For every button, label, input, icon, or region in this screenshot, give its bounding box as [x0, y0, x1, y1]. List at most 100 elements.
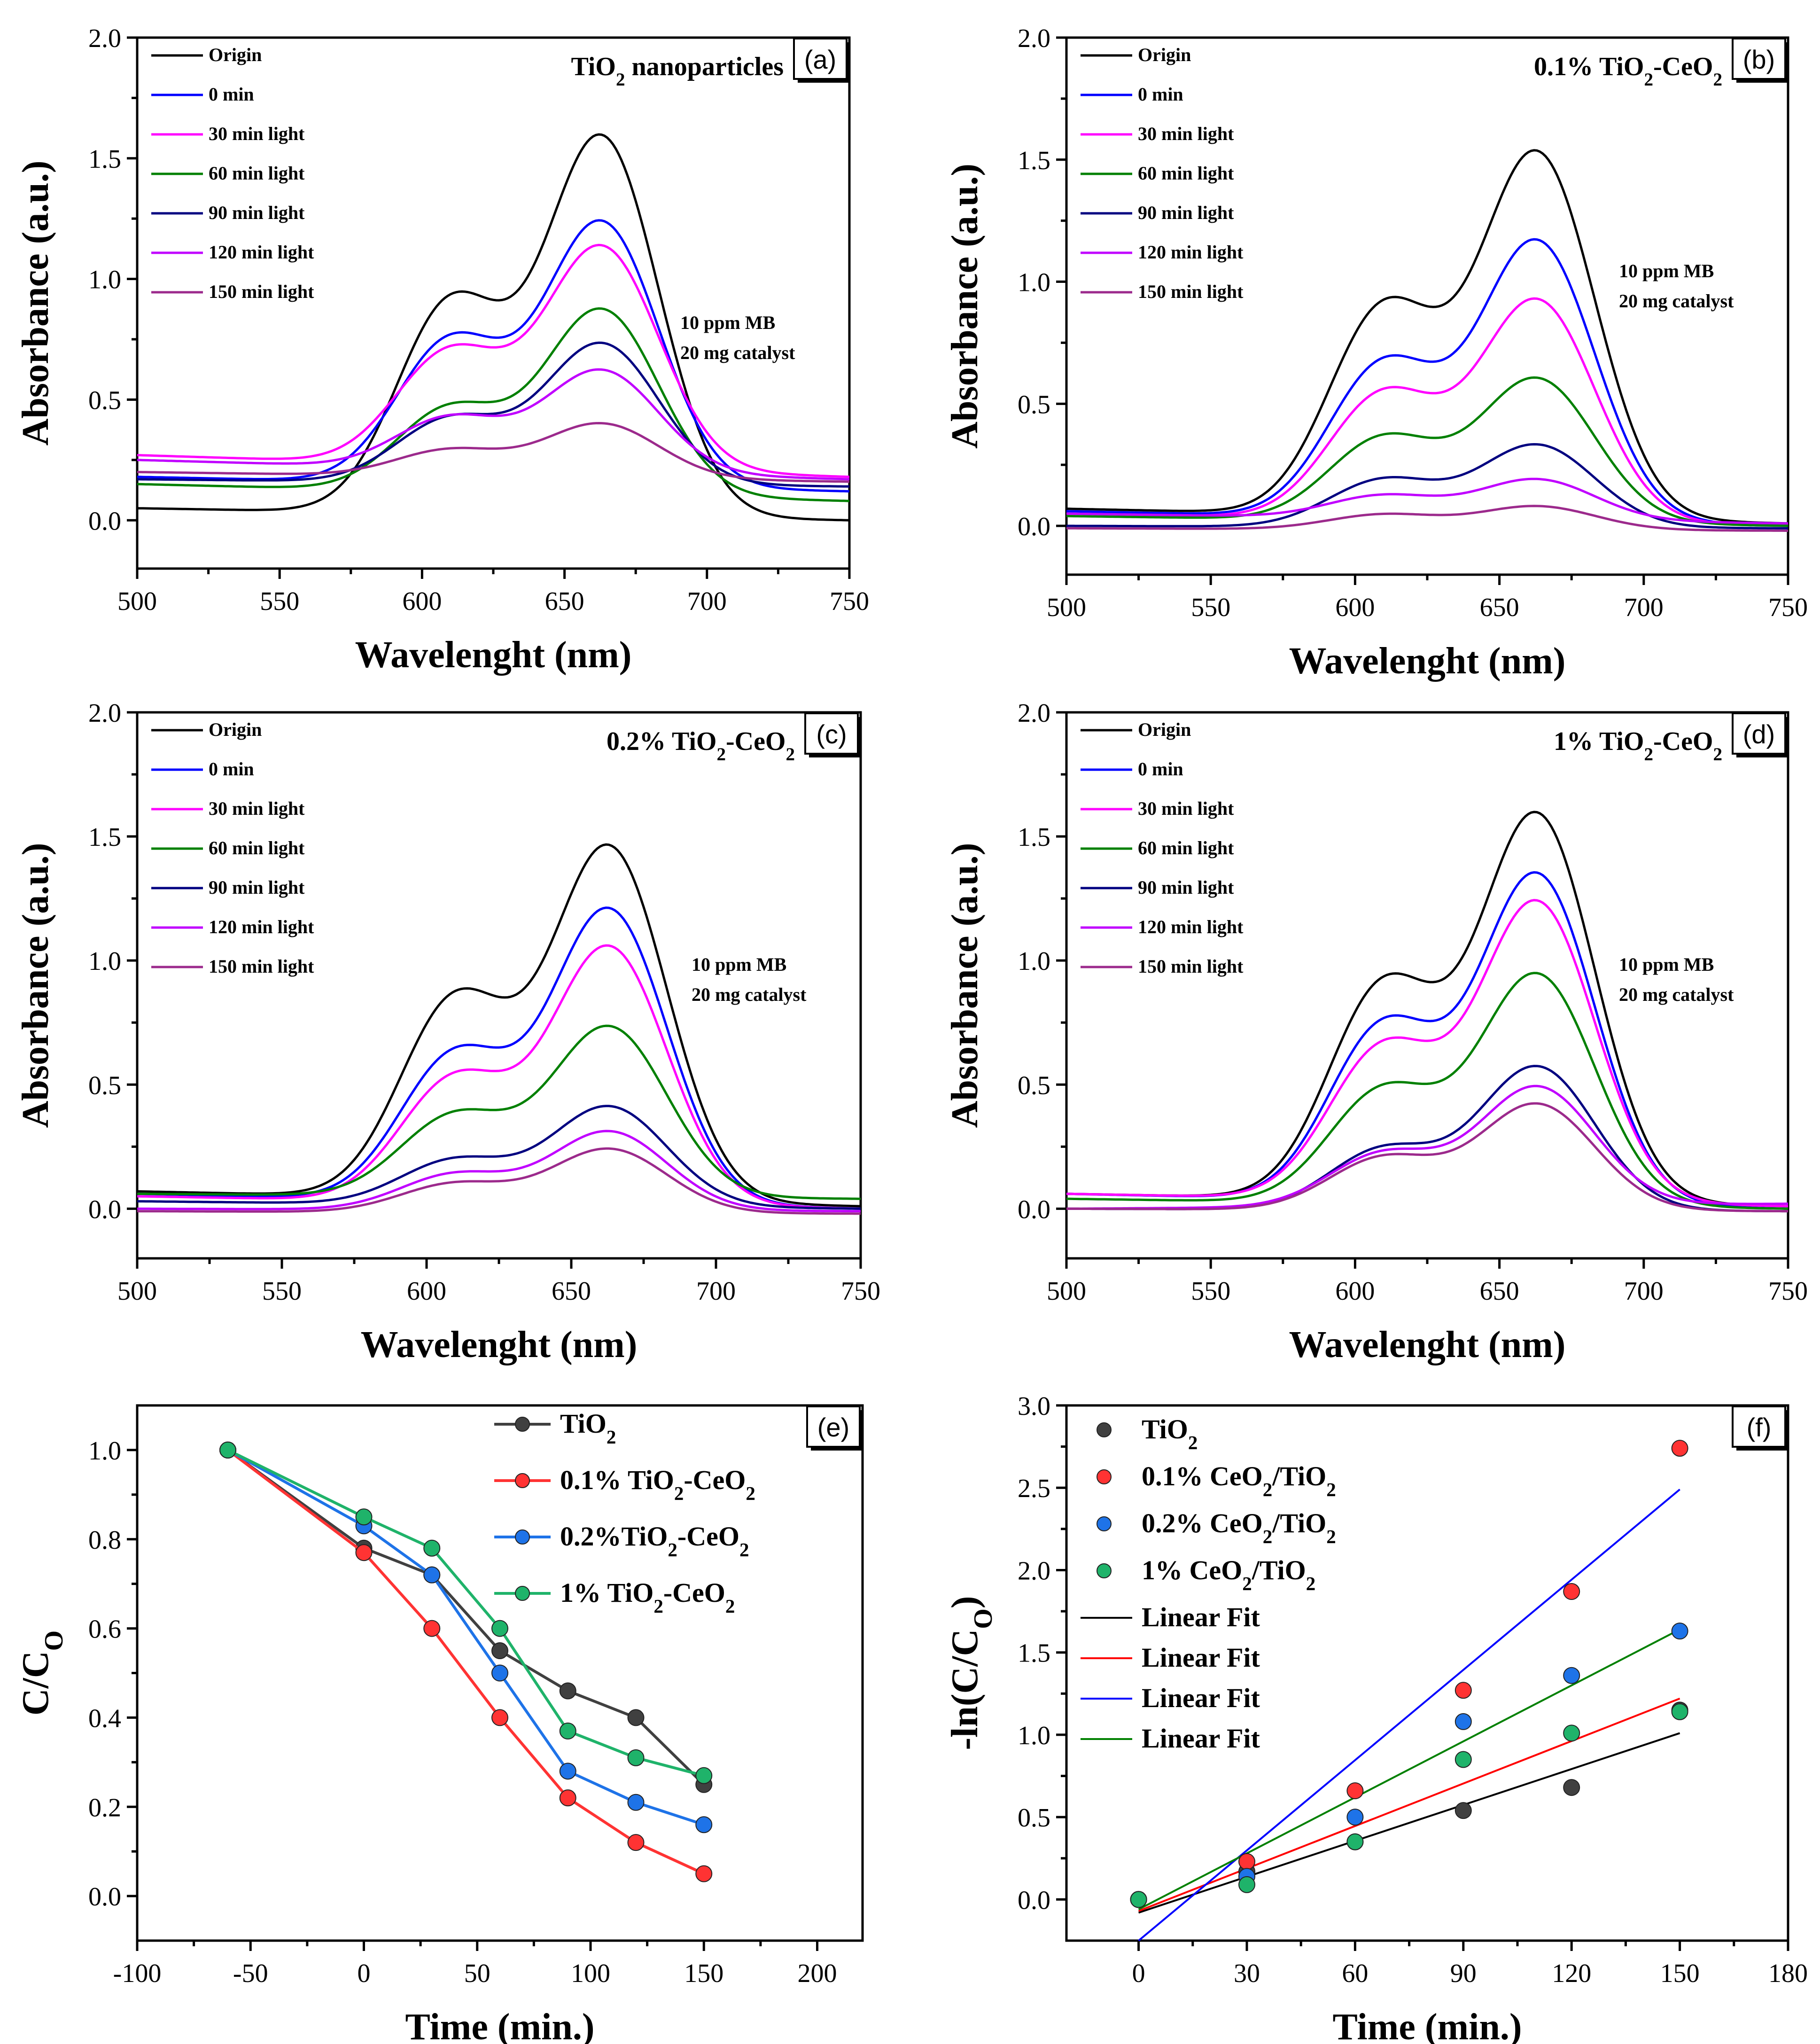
x-tick-label: 550 — [1191, 593, 1230, 622]
subscript: O — [39, 1631, 69, 1651]
annotation-text: 20 mg catalyst — [692, 984, 807, 1005]
data-point — [1563, 1724, 1580, 1742]
subscript: 2 — [1644, 70, 1653, 90]
x-tick-label: 650 — [1480, 1277, 1519, 1306]
legend-label: 0 min — [1138, 84, 1183, 105]
y-axis-title: C/CO — [15, 1631, 69, 1716]
text-part: TiO — [560, 1408, 607, 1439]
annotation-text: 20 mg catalyst — [680, 342, 795, 363]
spectrum-line-4 — [1066, 443, 1788, 530]
panel-letter: (c) — [816, 719, 847, 749]
text-part: -CeO — [1653, 52, 1713, 81]
y-tick-label: 1.0 — [1018, 947, 1050, 976]
text-part: Absorbance (a.u.) — [944, 164, 986, 449]
text-part: 0.2% TiO — [607, 727, 716, 756]
legend-label: 30 min light — [209, 798, 305, 819]
y-tick-label: 0.4 — [88, 1704, 121, 1733]
spectrum-line-1 — [137, 906, 861, 1210]
fit-line-3 — [1138, 1628, 1680, 1911]
subscript: 2 — [674, 1482, 684, 1504]
legend-label: 150 min light — [209, 281, 314, 302]
spectrum-line-6 — [1066, 1102, 1788, 1213]
data-point — [1130, 1891, 1147, 1908]
spectrum-line-6 — [137, 1147, 861, 1215]
panel-title: 0.1% TiO2-CeO2 — [1534, 52, 1722, 90]
legend-label: 120 min light — [209, 242, 314, 263]
subscript: 2 — [1644, 744, 1653, 765]
data-point — [559, 1789, 576, 1807]
x-tick-label: 550 — [262, 1277, 302, 1306]
panel-letter: (e) — [817, 1412, 849, 1442]
y-tick-label: 0.0 — [88, 507, 121, 536]
legend-label: 30 min light — [1138, 123, 1234, 144]
data-point — [559, 1682, 576, 1700]
fit-line-2 — [1138, 1489, 1680, 1942]
subscript: 2 — [786, 744, 795, 765]
x-tick-label: 0 — [358, 1959, 371, 1988]
text-part: 1% TiO — [1554, 727, 1644, 756]
legend-label: Origin — [209, 44, 262, 65]
x-tick-label: -100 — [113, 1959, 162, 1988]
y-tick-label: 2.0 — [1018, 1556, 1050, 1585]
data-point — [559, 1763, 576, 1780]
data-point — [627, 1749, 645, 1766]
subscript: 2 — [1713, 744, 1723, 765]
legend-label: 0.2% CeO2/TiO2 — [1142, 1508, 1336, 1547]
text-part: -CeO — [677, 1521, 739, 1552]
text-part: 0.1% TiO — [560, 1465, 674, 1495]
data-point — [1238, 1853, 1255, 1870]
spectrum-line-3 — [137, 1024, 861, 1200]
series-line-0 — [227, 1449, 705, 1786]
data-point — [1454, 1713, 1472, 1730]
y-tick-label: 1.0 — [88, 947, 121, 976]
subscript: 2 — [616, 70, 625, 90]
data-point — [559, 1722, 576, 1740]
text-part: 0.2% CeO — [1142, 1508, 1263, 1538]
x-tick-label: 500 — [1047, 1277, 1086, 1306]
y-tick-label: 2.5 — [1018, 1474, 1050, 1503]
x-tick-label: 600 — [407, 1277, 446, 1306]
x-tick-label: 700 — [687, 587, 727, 616]
x-tick-label: 120 — [1552, 1959, 1591, 1988]
legend-marker — [515, 1586, 530, 1601]
legend-label: TiO2 — [560, 1408, 616, 1448]
spectrum-line-3 — [1066, 376, 1788, 527]
y-tick-label: 0.2 — [88, 1793, 121, 1822]
legend-label: Linear Fit — [1142, 1723, 1260, 1754]
y-tick-label: 0.0 — [88, 1882, 121, 1911]
data-point — [695, 1767, 713, 1784]
panel-letter: (a) — [804, 45, 836, 74]
x-tick-label: 500 — [1047, 593, 1086, 622]
legend-marker — [1097, 1422, 1112, 1437]
x-tick-label: 750 — [1768, 593, 1808, 622]
legend-label: Origin — [209, 719, 262, 740]
data-point — [1454, 1751, 1472, 1768]
y-axis-title: Absorbance (a.u.) — [944, 843, 986, 1128]
legend-marker — [515, 1529, 530, 1545]
y-tick-label: 1.0 — [88, 1436, 121, 1466]
y-tick-label: 0.5 — [88, 1071, 121, 1100]
y-tick-label: 0.0 — [88, 1195, 121, 1224]
data-point — [1563, 1583, 1580, 1600]
x-tick-label: 500 — [117, 587, 157, 616]
spectrum-line-3 — [1066, 972, 1788, 1210]
data-point — [1563, 1779, 1580, 1796]
annotation-text: 10 ppm MB — [1619, 260, 1714, 281]
panel-d: 500 550 600 650 700 750 0.0 0.5 1.0 1.5 2.0 Wavelen… — [944, 699, 1808, 1365]
spectrum-line-4 — [137, 1105, 861, 1210]
annotation-text: 10 ppm MB — [692, 954, 786, 975]
panel-title: 0.2% TiO2-CeO2 — [607, 727, 795, 765]
x-tick-label: 60 — [1342, 1959, 1368, 1988]
legend-label: 150 min light — [1138, 956, 1244, 977]
x-tick-label: 200 — [798, 1959, 837, 1988]
x-tick-label: -50 — [233, 1959, 268, 1988]
spectrum-line-0 — [137, 843, 861, 1208]
annotation-text: 20 mg catalyst — [1619, 290, 1734, 312]
y-tick-label: 0.8 — [88, 1526, 121, 1555]
x-tick-label: 100 — [571, 1959, 610, 1988]
data-point — [1671, 1703, 1688, 1720]
text-part: /TiO — [1272, 1461, 1326, 1491]
x-tick-label: 650 — [545, 587, 584, 616]
series-line-2 — [227, 1449, 705, 1826]
legend-label: 60 min light — [1138, 163, 1234, 184]
